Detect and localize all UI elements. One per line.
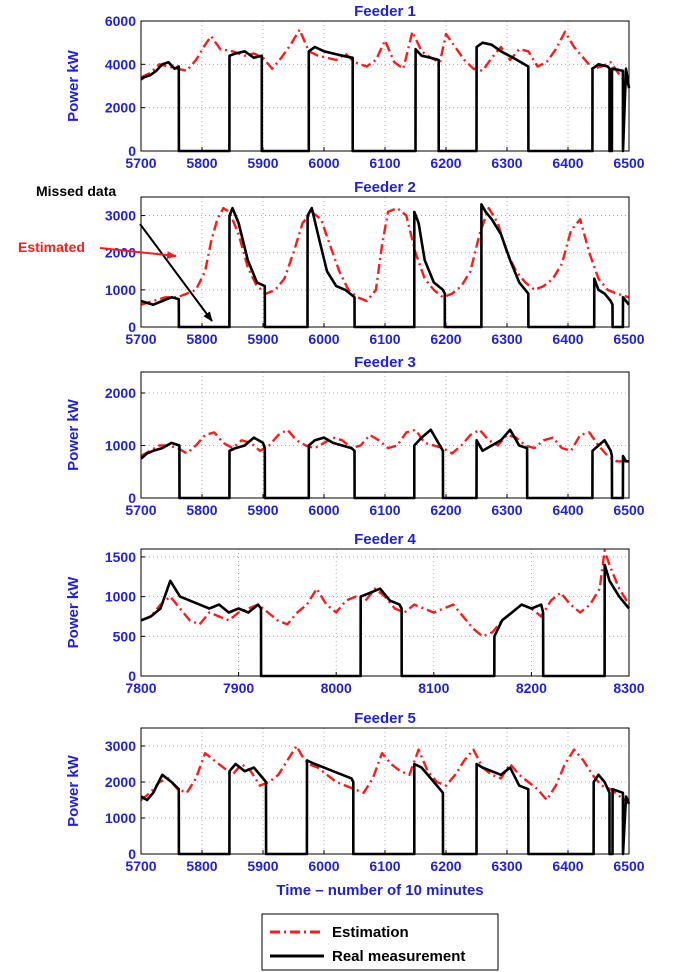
x-tick-label: 5900 xyxy=(247,155,278,171)
x-tick-label: 6300 xyxy=(491,858,522,874)
x-tick-label: 8200 xyxy=(516,680,547,696)
y-tick-label: 1500 xyxy=(105,549,136,565)
y-tick-label: 1000 xyxy=(105,810,136,826)
x-tick-label: 6200 xyxy=(430,331,461,347)
x-tick-label: 6200 xyxy=(430,155,461,171)
chart-panel-3: 5700 5800 5900 6000 6100 6200 6300 6400 6500 0 100… xyxy=(65,354,645,518)
x-tick-label: 5700 xyxy=(125,502,156,518)
y-tick-label: 0 xyxy=(128,143,136,159)
x-tick-label: 8000 xyxy=(321,680,352,696)
series-line-estimation xyxy=(140,28,630,87)
x-tick-label: 5800 xyxy=(186,858,217,874)
plot-area xyxy=(141,372,629,498)
annotation-missed-data: Missed data xyxy=(36,183,116,199)
y-tick-label: 2000 xyxy=(105,385,136,401)
series-line-real-measurement xyxy=(140,428,629,500)
series-line-estimation xyxy=(140,549,631,638)
y-tick-label: 0 xyxy=(128,490,136,506)
y-axis-label: Power kW xyxy=(65,576,82,649)
y-tick-label: 1000 xyxy=(105,589,136,605)
x-tick-label: 5800 xyxy=(186,331,217,347)
x-tick-label: 6100 xyxy=(369,155,400,171)
x-tick-label: 6000 xyxy=(308,502,339,518)
x-tick-label: 5900 xyxy=(247,331,278,347)
plot-area xyxy=(141,728,629,854)
x-tick-label: 5900 xyxy=(247,858,278,874)
x-tick-label: 6400 xyxy=(552,858,583,874)
y-axis-label: Power kW xyxy=(65,398,82,471)
panels: 5700 5800 5900 6000 6100 6200 6300 6400 6500 0 200… xyxy=(65,3,645,874)
y-tick-label: 0 xyxy=(128,668,136,684)
x-tick-label: 6000 xyxy=(308,331,339,347)
annotation-estimated: Estimated xyxy=(18,239,85,255)
x-tick-label: 6500 xyxy=(613,858,644,874)
chart-title: Feeder 4 xyxy=(354,531,416,548)
y-tick-label: 0 xyxy=(128,319,136,335)
x-tick-label: 6300 xyxy=(491,502,522,518)
x-tick-label: 5700 xyxy=(125,858,156,874)
annotation-missed-data-arrow xyxy=(139,223,213,322)
chart-panel-4: 7800 7900 8000 8100 8200 8300 0 500 1000 1500 Feed… xyxy=(65,531,645,696)
y-axis-label: Power kW xyxy=(65,754,82,827)
chart-title: Feeder 2 xyxy=(354,179,416,196)
series-line-estimation xyxy=(140,428,629,463)
x-tick-label: 6100 xyxy=(369,502,400,518)
chart-title: Feeder 1 xyxy=(354,3,416,20)
x-tick-label: 5700 xyxy=(125,331,156,347)
x-tick-label: 6200 xyxy=(430,858,461,874)
series-line-real-measurement xyxy=(140,759,631,856)
legend: Estimation Real measurement xyxy=(261,913,499,971)
y-tick-label: 2000 xyxy=(105,774,136,790)
axes-frame xyxy=(140,548,630,677)
x-tick-label: 6500 xyxy=(613,155,644,171)
chart-panel-1: 5700 5800 5900 6000 6100 6200 6300 6400 6500 0 200… xyxy=(65,3,645,171)
x-tick-label: 6000 xyxy=(308,858,339,874)
x-tick-label: 5700 xyxy=(125,155,156,171)
x-tick-label: 6200 xyxy=(430,502,461,518)
chart-title: Feeder 5 xyxy=(354,710,416,727)
x-tick-label: 5800 xyxy=(186,155,217,171)
x-tick-label: 6500 xyxy=(613,331,644,347)
y-tick-label: 3000 xyxy=(105,208,136,224)
x-tick-label: 5900 xyxy=(247,502,278,518)
x-tick-label: 6500 xyxy=(613,502,644,518)
x-tick-label: 8300 xyxy=(613,680,644,696)
chart-panel-5: 5700 5800 5900 6000 6100 6200 6300 6400 6500 0 100… xyxy=(65,710,645,874)
legend-box xyxy=(261,913,499,971)
chart-title: Feeder 3 xyxy=(354,354,416,371)
chart-panel-2: 5700 5800 5900 6000 6100 6200 6300 6400 6500 0 100… xyxy=(105,179,645,347)
x-tick-label: 7800 xyxy=(125,680,156,696)
y-tick-label: 0 xyxy=(128,846,136,862)
series-line-real-measurement xyxy=(140,563,631,678)
y-tick-label: 3000 xyxy=(105,738,136,754)
series-line-estimation xyxy=(140,744,630,805)
series-line-real-measurement xyxy=(140,203,631,329)
series-line-estimation xyxy=(140,206,630,306)
x-tick-label: 6400 xyxy=(552,155,583,171)
y-tick-label: 2000 xyxy=(105,100,136,116)
x-tick-label: 6400 xyxy=(552,502,583,518)
x-tick-label: 5800 xyxy=(186,502,217,518)
y-tick-label: 4000 xyxy=(105,56,136,72)
x-tick-label: 6300 xyxy=(491,331,522,347)
x-tick-label: 6000 xyxy=(308,155,339,171)
x-tick-label: 8100 xyxy=(418,680,449,696)
y-tick-label: 6000 xyxy=(105,13,136,29)
y-axis-label: Power kW xyxy=(65,49,82,122)
legend-label-real-measurement: Real measurement xyxy=(332,948,465,965)
y-tick-label: 1000 xyxy=(105,438,136,454)
annotation-estimated-arrow xyxy=(99,247,177,260)
y-tick-label: 2000 xyxy=(105,245,136,261)
x-tick-label: 6400 xyxy=(552,331,583,347)
x-axis-label: Time – number of 10 minutes xyxy=(276,882,483,899)
x-tick-label: 7900 xyxy=(223,680,254,696)
legend-label-estimation: Estimation xyxy=(332,924,409,941)
x-tick-label: 6300 xyxy=(491,155,522,171)
y-tick-label: 1000 xyxy=(105,282,136,298)
x-tick-label: 6100 xyxy=(369,858,400,874)
plot-area xyxy=(141,549,629,676)
x-tick-label: 6100 xyxy=(369,331,400,347)
y-tick-label: 500 xyxy=(113,628,137,644)
